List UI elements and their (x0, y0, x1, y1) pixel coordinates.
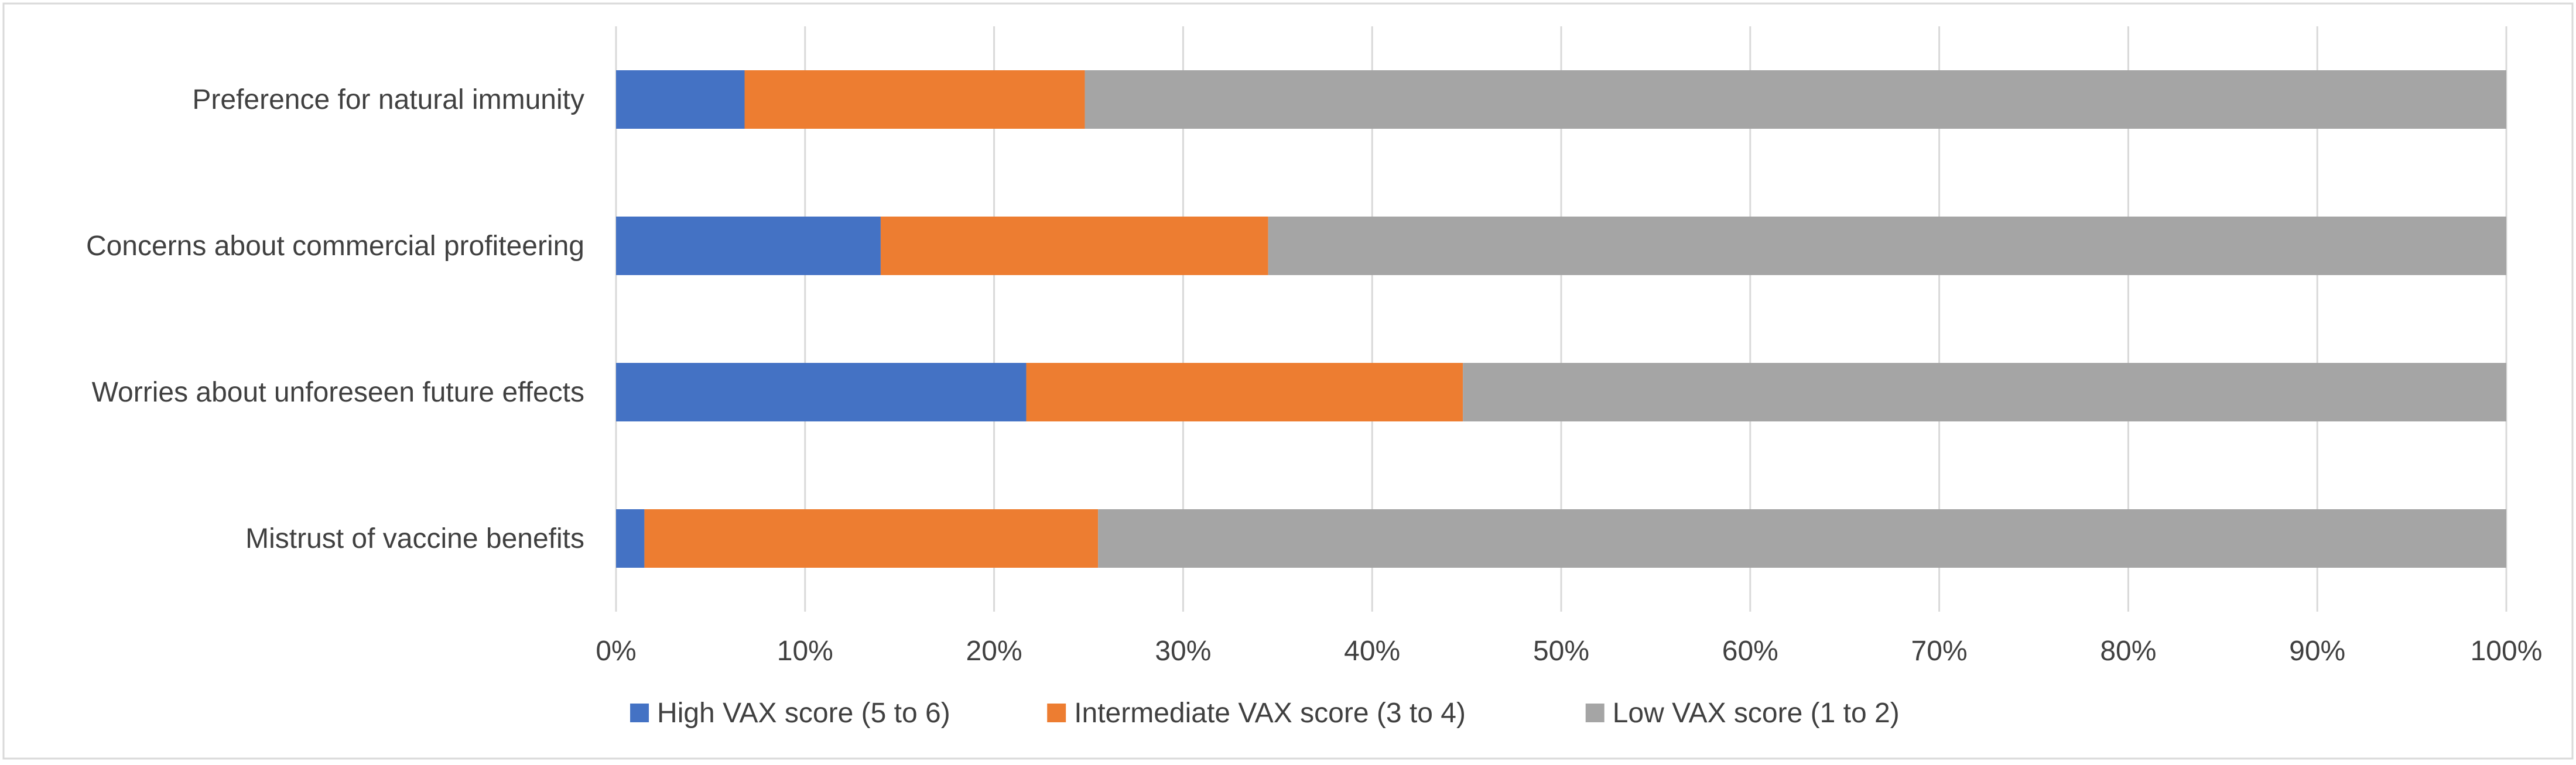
bar-segment (1026, 363, 1463, 421)
category-label: Worries about unforeseen future effects (92, 377, 584, 408)
x-tick-label: 10% (777, 636, 833, 667)
legend-swatch (1585, 704, 1605, 722)
legend-label: High VAX score (5 to 6) (657, 698, 950, 729)
category-label: Concerns about commercial profiteering (86, 231, 584, 262)
x-tick-label: 80% (2100, 636, 2156, 667)
x-tick-label: 30% (1155, 636, 1211, 667)
x-tick-label: 40% (1344, 636, 1400, 667)
bars (616, 70, 2506, 568)
bar-segment (1085, 70, 2506, 129)
legend: High VAX score (5 to 6) Intermediate VAX … (630, 698, 1900, 729)
bar-segment (616, 509, 645, 568)
category-label: Preference for natural immunity (192, 84, 584, 115)
legend-swatch (630, 704, 649, 722)
x-tick-labels: 0% 10% 20% 30% 40% 50% 60% 70% 80% 90% 100% (596, 636, 2542, 667)
x-tick-label: 20% (966, 636, 1022, 667)
x-tick-label: 0% (596, 636, 636, 667)
bar-segment (880, 217, 1268, 275)
bar-segment (744, 70, 1085, 129)
x-tick-label: 60% (1722, 636, 1778, 667)
legend-label: Intermediate VAX score (3 to 4) (1074, 698, 1466, 729)
bar-segment (616, 363, 1027, 421)
legend-swatch (1047, 704, 1066, 722)
category-labels: Preference for natural immunity Concerns … (86, 84, 584, 554)
bar-segment (1463, 363, 2506, 421)
bar-segment (616, 217, 881, 275)
category-label: Mistrust of vaccine benefits (245, 523, 584, 554)
bar-segment (1098, 509, 2506, 568)
bar-segment (644, 509, 1099, 568)
bar-segment (1268, 217, 2506, 275)
legend-label: Low VAX score (1 to 2) (1613, 698, 1900, 729)
x-tick-label: 90% (2289, 636, 2345, 667)
x-tick-label: 70% (1911, 636, 1968, 667)
bar-segment (616, 70, 745, 129)
x-tick-label: 100% (2471, 636, 2543, 667)
x-tick-label: 50% (1533, 636, 1589, 667)
